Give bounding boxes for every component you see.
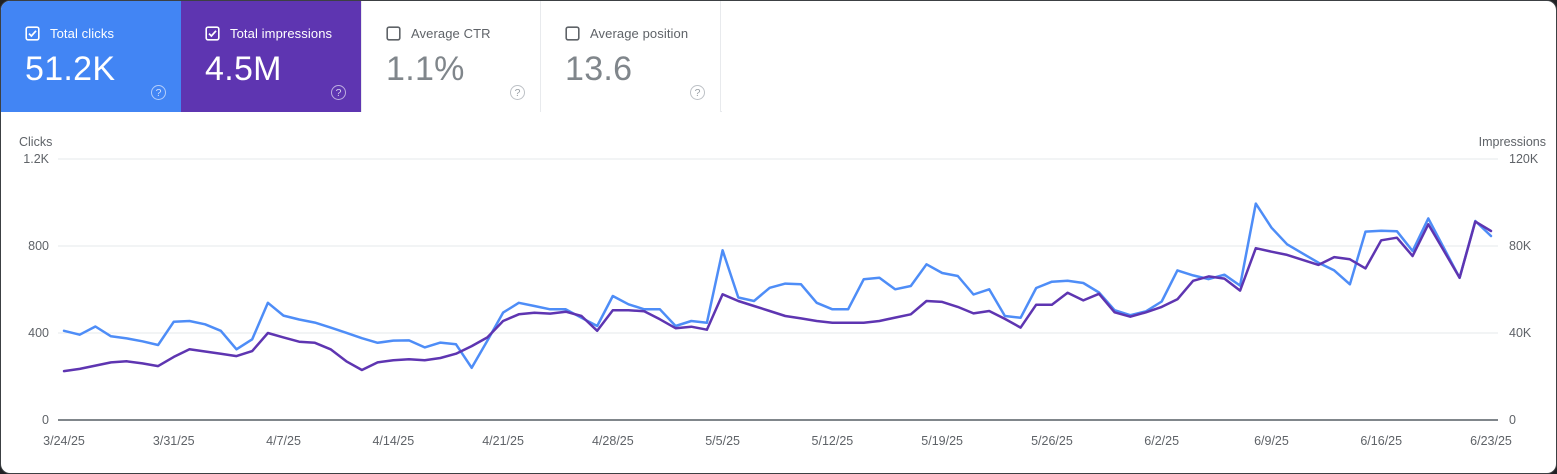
card-header: Total impressions <box>205 26 361 41</box>
x-tick-label: 3/31/25 <box>152 434 195 448</box>
help-icon[interactable]: ? <box>331 85 346 100</box>
card-label: Average CTR <box>411 26 491 41</box>
impressions-line <box>62 220 1493 373</box>
card-header: Average position <box>565 26 720 41</box>
y-tick-label: 80K <box>1509 239 1532 253</box>
clicks-line <box>62 202 1493 370</box>
x-tick-label: 3/24/25 <box>43 434 85 448</box>
metric-cards-row: Total clicks 51.2K ? Total impressions 4… <box>1 1 722 112</box>
help-icon[interactable]: ? <box>690 85 705 100</box>
x-tick-label: 6/2/25 <box>1144 434 1180 448</box>
x-tick-label: 6/9/25 <box>1254 434 1289 448</box>
card-header: Average CTR <box>386 26 540 41</box>
help-icon[interactable]: ? <box>151 85 166 100</box>
y-tick-label: 1.2K <box>23 152 49 166</box>
chart-canvas[interactable] <box>1 129 1557 474</box>
performance-chart[interactable]: Clicks Impressions 1.2K 800 400 0 120K 80K 40… <box>1 129 1557 474</box>
y-tick-label: 40K <box>1509 326 1532 340</box>
y-tick-label: 0 <box>42 413 49 427</box>
checkbox-unchecked-icon[interactable] <box>386 26 401 41</box>
x-tick-label: 5/5/25 <box>705 434 740 448</box>
x-tick-label: 5/26/25 <box>1031 434 1073 448</box>
checkbox-unchecked-icon[interactable] <box>565 26 580 41</box>
card-value: 4.5M <box>205 50 282 88</box>
metric-card-average-position[interactable]: Average position 13.6 ? <box>541 1 721 112</box>
card-value: 51.2K <box>25 50 116 88</box>
metric-card-total-clicks[interactable]: Total clicks 51.2K ? <box>1 1 181 112</box>
card-label: Total impressions <box>230 26 333 41</box>
card-value: 13.6 <box>565 50 633 88</box>
card-label: Average position <box>590 26 689 41</box>
right-axis-title: Impressions <box>1478 135 1546 149</box>
card-header: Total clicks <box>25 26 181 41</box>
y-tick-label: 400 <box>28 326 49 340</box>
x-tick-label: 5/19/25 <box>921 434 963 448</box>
x-tick-label: 4/14/25 <box>372 434 415 448</box>
left-axis-title: Clicks <box>19 135 53 149</box>
help-icon[interactable]: ? <box>510 85 525 100</box>
y-tick-label: 0 <box>1509 413 1516 427</box>
x-tick-label: 6/16/25 <box>1360 434 1403 448</box>
card-value: 1.1% <box>386 50 465 88</box>
x-tick-label: 5/12/25 <box>811 434 854 448</box>
y-tick-label: 120K <box>1509 152 1539 166</box>
x-tick-label: 6/23/25 <box>1470 434 1512 448</box>
metric-card-total-impressions[interactable]: Total impressions 4.5M ? <box>181 1 361 112</box>
x-tick-label: 4/21/25 <box>482 434 524 448</box>
x-tick-label: 4/7/25 <box>266 434 301 448</box>
y-tick-label: 800 <box>28 239 49 253</box>
x-tick-label: 4/28/25 <box>591 434 634 448</box>
metric-card-average-ctr[interactable]: Average CTR 1.1% ? <box>361 1 541 112</box>
card-label: Total clicks <box>50 26 115 41</box>
checkbox-checked-icon[interactable] <box>25 26 40 41</box>
checkbox-checked-icon[interactable] <box>205 26 220 41</box>
